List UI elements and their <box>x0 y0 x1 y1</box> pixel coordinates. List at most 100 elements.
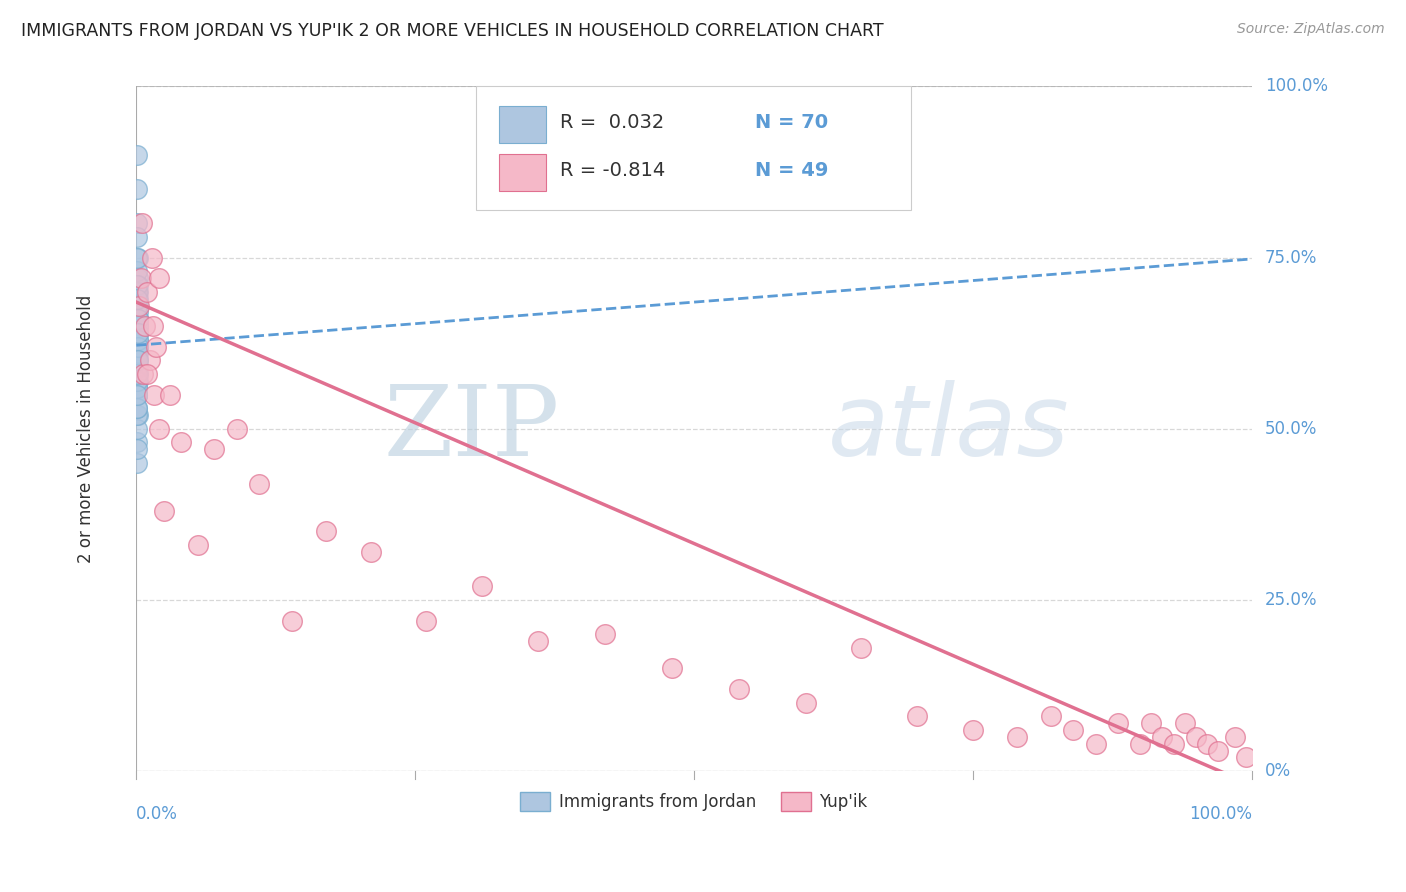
Point <box>360 545 382 559</box>
Point <box>125 353 148 368</box>
Point <box>905 709 928 723</box>
Point <box>127 360 149 375</box>
Text: 0.0%: 0.0% <box>136 805 179 823</box>
Point <box>127 367 149 381</box>
Point <box>127 312 149 326</box>
Text: 75.0%: 75.0% <box>1265 249 1317 267</box>
Point <box>129 271 152 285</box>
Point <box>138 353 160 368</box>
Point <box>127 340 149 354</box>
Point <box>1234 750 1257 764</box>
FancyBboxPatch shape <box>477 87 911 210</box>
Point <box>127 251 149 265</box>
Point <box>127 305 149 319</box>
Point <box>127 367 149 381</box>
Point <box>1140 716 1163 731</box>
Point <box>127 333 149 347</box>
Point <box>170 435 193 450</box>
Text: Source: ZipAtlas.com: Source: ZipAtlas.com <box>1237 22 1385 37</box>
Point <box>125 401 148 416</box>
Point <box>134 319 156 334</box>
Text: 2 or more Vehicles in Household: 2 or more Vehicles in Household <box>77 294 96 563</box>
Point <box>131 216 153 230</box>
Text: 0%: 0% <box>1265 762 1291 780</box>
Point <box>127 381 149 395</box>
Point <box>125 292 148 306</box>
Point <box>145 340 167 354</box>
Point <box>1107 716 1129 731</box>
Point <box>661 661 683 675</box>
FancyBboxPatch shape <box>499 106 546 143</box>
Legend: Immigrants from Jordan, Yup'ik: Immigrants from Jordan, Yup'ik <box>513 785 875 818</box>
Point <box>127 353 149 368</box>
Point <box>127 367 149 381</box>
Text: R = -0.814: R = -0.814 <box>560 161 665 180</box>
Point <box>1223 730 1246 744</box>
Point <box>127 387 149 401</box>
Point <box>127 292 149 306</box>
Point <box>127 299 149 313</box>
Point <box>1185 730 1208 744</box>
Text: 25.0%: 25.0% <box>1265 591 1317 609</box>
Point <box>125 408 148 422</box>
Point <box>125 387 148 401</box>
Point <box>1195 737 1218 751</box>
Point <box>281 614 304 628</box>
Point <box>127 374 149 388</box>
Point <box>125 230 148 244</box>
Point <box>202 442 225 457</box>
Point <box>127 312 149 326</box>
Point <box>125 216 148 230</box>
Text: N = 70: N = 70 <box>755 113 828 132</box>
Point <box>127 319 149 334</box>
Point <box>225 422 247 436</box>
FancyBboxPatch shape <box>499 154 546 191</box>
Point <box>527 634 550 648</box>
Text: R =  0.032: R = 0.032 <box>560 113 665 132</box>
Text: 50.0%: 50.0% <box>1265 420 1317 438</box>
Point <box>148 271 170 285</box>
Text: IMMIGRANTS FROM JORDAN VS YUP'IK 2 OR MORE VEHICLES IN HOUSEHOLD CORRELATION CHA: IMMIGRANTS FROM JORDAN VS YUP'IK 2 OR MO… <box>21 22 884 40</box>
Point <box>127 299 149 313</box>
Point <box>471 579 494 593</box>
Point <box>125 278 148 293</box>
Point <box>315 524 337 539</box>
Point <box>127 333 149 347</box>
Point <box>127 340 149 354</box>
Point <box>127 278 149 293</box>
Point <box>127 340 149 354</box>
Point <box>127 285 149 299</box>
Point <box>1174 716 1197 731</box>
Point <box>247 476 270 491</box>
Point <box>125 182 148 196</box>
Text: ZIP: ZIP <box>384 381 560 476</box>
Point <box>127 319 149 334</box>
Point <box>136 367 159 381</box>
Point <box>1007 730 1029 744</box>
Point <box>1129 737 1152 751</box>
Point <box>127 326 149 340</box>
Point <box>127 346 149 360</box>
Text: atlas: atlas <box>828 380 1070 477</box>
Point <box>593 627 616 641</box>
Point <box>127 346 149 360</box>
Point <box>125 148 148 162</box>
Point <box>1163 737 1185 751</box>
Point <box>727 681 749 696</box>
Point <box>143 387 166 401</box>
Point <box>125 387 148 401</box>
Point <box>127 367 149 381</box>
Point <box>851 640 873 655</box>
Point <box>127 326 149 340</box>
Point <box>127 312 149 326</box>
Point <box>125 374 148 388</box>
Point <box>1206 743 1229 757</box>
Point <box>125 340 148 354</box>
Point <box>125 367 148 381</box>
Point <box>142 319 165 334</box>
Point <box>187 538 209 552</box>
Point <box>794 696 817 710</box>
Point <box>159 387 181 401</box>
Point <box>136 285 159 299</box>
Point <box>128 299 150 313</box>
